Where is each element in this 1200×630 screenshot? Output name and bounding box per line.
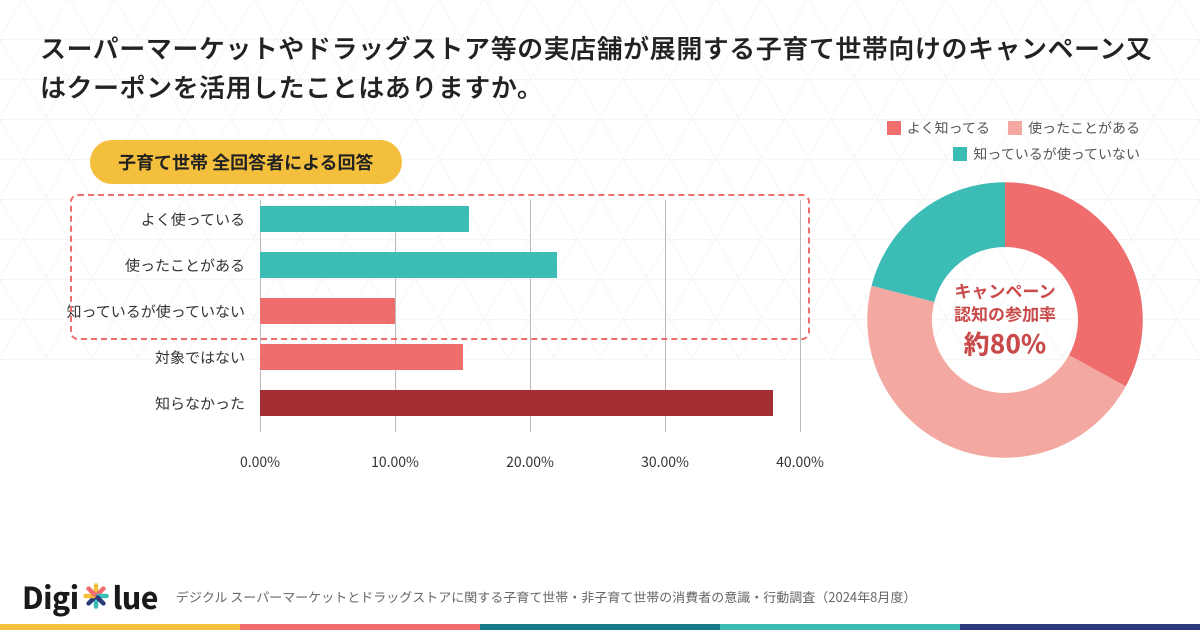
brand-logo: Digi lue [22, 574, 158, 618]
footer: Digi lue デジクル スーパーマーケットとドラッグストアに関する子育て世帯… [0, 570, 1200, 630]
legend-label: よく知ってる [907, 118, 990, 138]
legend-label: 知っているが使っていない [973, 144, 1140, 164]
legend-item: 知っているが使っていない [953, 144, 1140, 164]
bar-row: 対象ではない [260, 342, 800, 372]
x-axis-tick: 10.00% [371, 452, 419, 472]
legend-swatch [1008, 121, 1022, 135]
donut-center-line1: キャンペーン [954, 280, 1056, 303]
donut-chart: キャンペーン 認知の参加率 約80% [860, 175, 1150, 465]
legend-item: よく知ってる [887, 118, 990, 138]
legend-label: 使ったことがある [1028, 118, 1140, 138]
stripe-segment [0, 624, 240, 630]
footer-stripe [0, 624, 1200, 630]
donut-center-label: キャンペーン 認知の参加率 約80% [954, 280, 1056, 361]
subtitle-badge: 子育て世帯 全回答者による回答 [90, 140, 402, 184]
legend: よく知ってる 使ったことがある 知っているが使っていない [830, 118, 1140, 170]
bar-chart: 0.00%10.00%20.00%30.00%40.00%よく使っている使ったこ… [70, 200, 810, 500]
bar [260, 344, 463, 370]
highlight-box [70, 194, 810, 340]
donut-center-line2: 認知の参加率 [954, 302, 1056, 325]
legend-swatch [953, 147, 967, 161]
logo-star-icon [81, 581, 111, 611]
x-axis-tick: 0.00% [240, 452, 280, 472]
x-axis-tick: 30.00% [641, 452, 689, 472]
legend-swatch [887, 121, 901, 135]
legend-item: 使ったことがある [1008, 118, 1140, 138]
bar-label: 知らなかった [45, 393, 245, 414]
footnote: デジクル スーパーマーケットとドラッグストアに関する子育て世帯・非子育て世帯の消… [176, 587, 916, 606]
stripe-segment [720, 624, 960, 630]
logo-text-left: Digi [22, 574, 79, 618]
logo-text-right: lue [113, 574, 158, 618]
donut-center-line3: 約80% [954, 325, 1056, 360]
stripe-segment [480, 624, 720, 630]
x-axis-tick: 20.00% [506, 452, 554, 472]
bar [260, 390, 773, 416]
stripe-segment [240, 624, 480, 630]
bar-row: 知らなかった [260, 388, 800, 418]
bar-label: 対象ではない [45, 347, 245, 368]
x-axis-tick: 40.00% [776, 452, 824, 472]
stripe-segment [960, 624, 1200, 630]
page-title: スーパーマーケットやドラッグストア等の実店舗が展開する子育て世帯向けのキャンペー… [40, 28, 1160, 106]
